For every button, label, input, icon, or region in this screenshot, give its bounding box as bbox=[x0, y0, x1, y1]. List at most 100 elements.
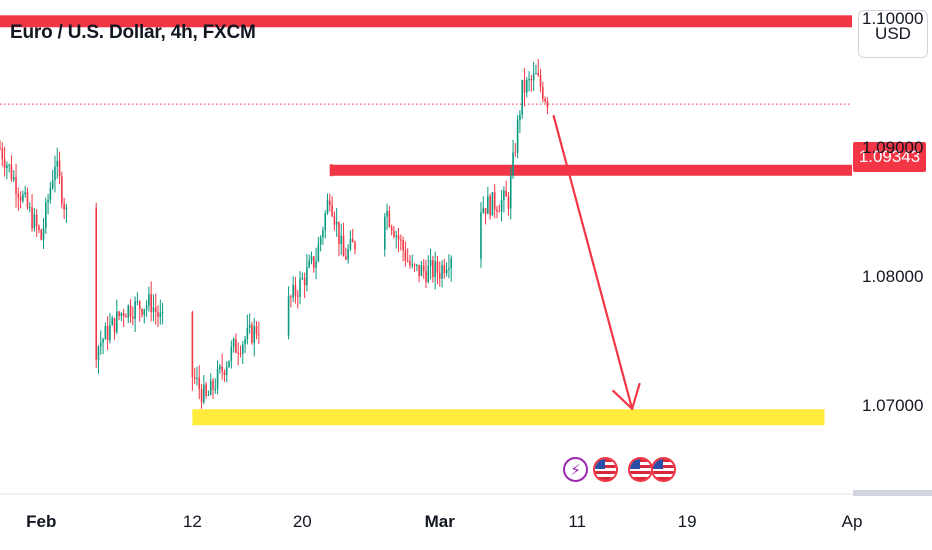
candle bbox=[203, 375, 205, 405]
candle bbox=[496, 205, 498, 219]
candle bbox=[404, 241, 407, 267]
candle bbox=[223, 369, 226, 382]
candle bbox=[546, 97, 549, 115]
candle bbox=[429, 248, 432, 280]
candle bbox=[500, 190, 503, 222]
levels-layer bbox=[0, 15, 852, 426]
candle bbox=[207, 390, 210, 397]
y-tick-label: 1.10000 bbox=[862, 9, 924, 29]
candle bbox=[148, 286, 150, 312]
x-tick-label: Mar bbox=[424, 512, 455, 531]
candle bbox=[528, 71, 530, 92]
overlay-layer bbox=[552, 114, 641, 410]
resistance-level[interactable] bbox=[329, 164, 852, 176]
candle bbox=[106, 316, 109, 351]
candle bbox=[482, 196, 485, 214]
candle bbox=[402, 236, 404, 262]
level-anchor bbox=[329, 164, 333, 177]
candle bbox=[532, 61, 535, 91]
candle bbox=[312, 255, 315, 273]
candle bbox=[111, 315, 114, 326]
x-tick-label: Feb bbox=[26, 512, 57, 531]
x-tick-label: 20 bbox=[292, 512, 312, 531]
candle bbox=[445, 262, 448, 277]
currency-button[interactable]: USD bbox=[858, 10, 928, 58]
candle bbox=[487, 186, 489, 214]
candle bbox=[237, 342, 239, 366]
candle bbox=[413, 262, 416, 272]
candle bbox=[221, 353, 223, 380]
candle bbox=[443, 258, 446, 279]
candle bbox=[54, 155, 56, 193]
resistance-level[interactable] bbox=[0, 15, 852, 28]
candle bbox=[326, 193, 329, 215]
candle bbox=[129, 298, 132, 323]
candle bbox=[0, 140, 1, 151]
candle bbox=[65, 203, 68, 223]
candle bbox=[120, 312, 123, 322]
candle bbox=[3, 146, 6, 177]
candle bbox=[292, 276, 294, 303]
candle bbox=[507, 191, 510, 216]
candle bbox=[411, 254, 414, 269]
projection-arrow[interactable] bbox=[552, 114, 641, 410]
candle bbox=[45, 197, 47, 234]
candle bbox=[331, 196, 333, 218]
candle bbox=[322, 226, 324, 245]
y-tick-label: 1.09000 bbox=[862, 138, 924, 158]
candle bbox=[42, 218, 45, 249]
candle bbox=[409, 255, 411, 269]
candle bbox=[19, 191, 22, 209]
candles-layer bbox=[0, 58, 549, 409]
candle bbox=[509, 167, 512, 220]
us-flag-icon[interactable] bbox=[628, 457, 653, 482]
candle bbox=[61, 171, 63, 209]
candle bbox=[450, 255, 452, 282]
candle bbox=[97, 345, 100, 374]
candle bbox=[10, 155, 13, 182]
y-tick-label: 1.08000 bbox=[862, 267, 924, 287]
candle bbox=[47, 193, 49, 215]
candle bbox=[28, 202, 31, 213]
candle bbox=[143, 308, 146, 324]
candle bbox=[290, 294, 292, 308]
candle bbox=[159, 299, 162, 325]
candle bbox=[287, 286, 290, 340]
candle bbox=[230, 340, 233, 369]
candle bbox=[6, 161, 8, 180]
candle bbox=[239, 345, 242, 358]
candle bbox=[523, 68, 526, 107]
candle bbox=[95, 202, 97, 369]
candle bbox=[40, 228, 43, 241]
lightning-icon[interactable]: ⚡︎ bbox=[563, 457, 588, 482]
candle bbox=[193, 367, 196, 384]
candle bbox=[104, 322, 107, 340]
candle bbox=[542, 81, 544, 103]
candle bbox=[125, 313, 127, 318]
candle bbox=[493, 184, 496, 219]
candle bbox=[248, 313, 251, 334]
candle bbox=[498, 204, 501, 213]
candle bbox=[544, 96, 546, 104]
candle bbox=[512, 139, 514, 179]
candle bbox=[161, 302, 164, 325]
candle bbox=[12, 170, 15, 183]
candle bbox=[397, 227, 400, 253]
candle bbox=[255, 321, 258, 340]
candle bbox=[383, 213, 386, 257]
candle bbox=[308, 254, 310, 269]
candle bbox=[51, 169, 54, 191]
candle bbox=[136, 292, 139, 306]
candle bbox=[491, 191, 494, 216]
us-flag-icon[interactable] bbox=[593, 457, 618, 482]
candle bbox=[438, 261, 441, 287]
candle bbox=[198, 365, 201, 400]
candle bbox=[395, 230, 398, 249]
target-zone[interactable] bbox=[192, 409, 825, 426]
us-flag-icon[interactable] bbox=[651, 457, 676, 482]
candle bbox=[294, 276, 297, 304]
x-tick-label: 19 bbox=[677, 512, 697, 531]
candle bbox=[116, 299, 118, 335]
candle bbox=[525, 76, 528, 98]
